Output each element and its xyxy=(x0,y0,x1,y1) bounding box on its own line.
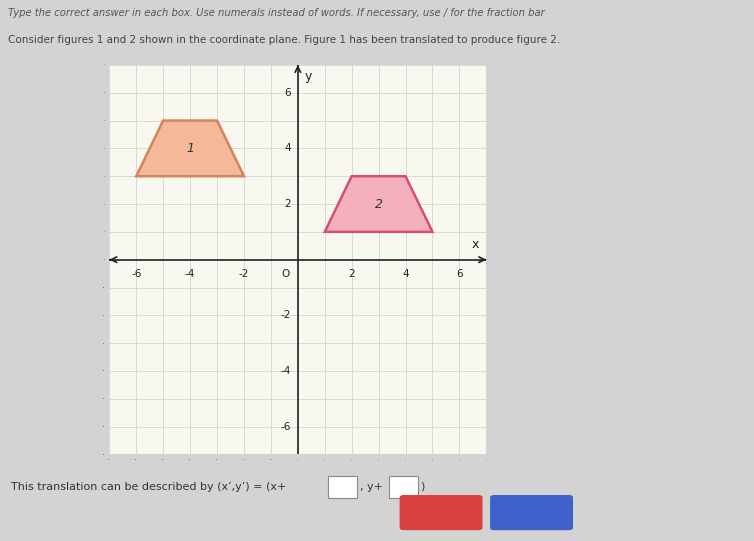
Text: 6: 6 xyxy=(456,269,463,279)
Text: 2: 2 xyxy=(375,197,382,210)
Text: O: O xyxy=(281,269,290,279)
Text: y: y xyxy=(305,70,312,83)
Text: -2: -2 xyxy=(239,269,249,279)
Polygon shape xyxy=(325,176,433,232)
Polygon shape xyxy=(136,121,244,176)
Text: -6: -6 xyxy=(280,421,291,432)
Text: 6: 6 xyxy=(284,88,291,98)
Text: ): ) xyxy=(420,482,425,492)
Text: 2: 2 xyxy=(348,269,355,279)
Text: -2: -2 xyxy=(280,311,291,320)
Text: 4: 4 xyxy=(402,269,409,279)
Text: -4: -4 xyxy=(185,269,195,279)
Text: -4: -4 xyxy=(280,366,291,376)
Text: , y+: , y+ xyxy=(360,482,384,492)
Text: x: x xyxy=(472,239,480,252)
Text: Consider figures 1 and 2 shown in the coordinate plane. Figure 1 has been transl: Consider figures 1 and 2 shown in the co… xyxy=(8,35,559,45)
Text: 1: 1 xyxy=(186,142,194,155)
Text: This translation can be described by (x’,y’) = (x+: This translation can be described by (x’… xyxy=(11,482,287,492)
Text: Type the correct answer in each box. Use numerals instead of words. If necessary: Type the correct answer in each box. Use… xyxy=(8,8,544,18)
Text: -6: -6 xyxy=(131,269,142,279)
Text: 2: 2 xyxy=(284,199,291,209)
Text: 4: 4 xyxy=(284,143,291,154)
